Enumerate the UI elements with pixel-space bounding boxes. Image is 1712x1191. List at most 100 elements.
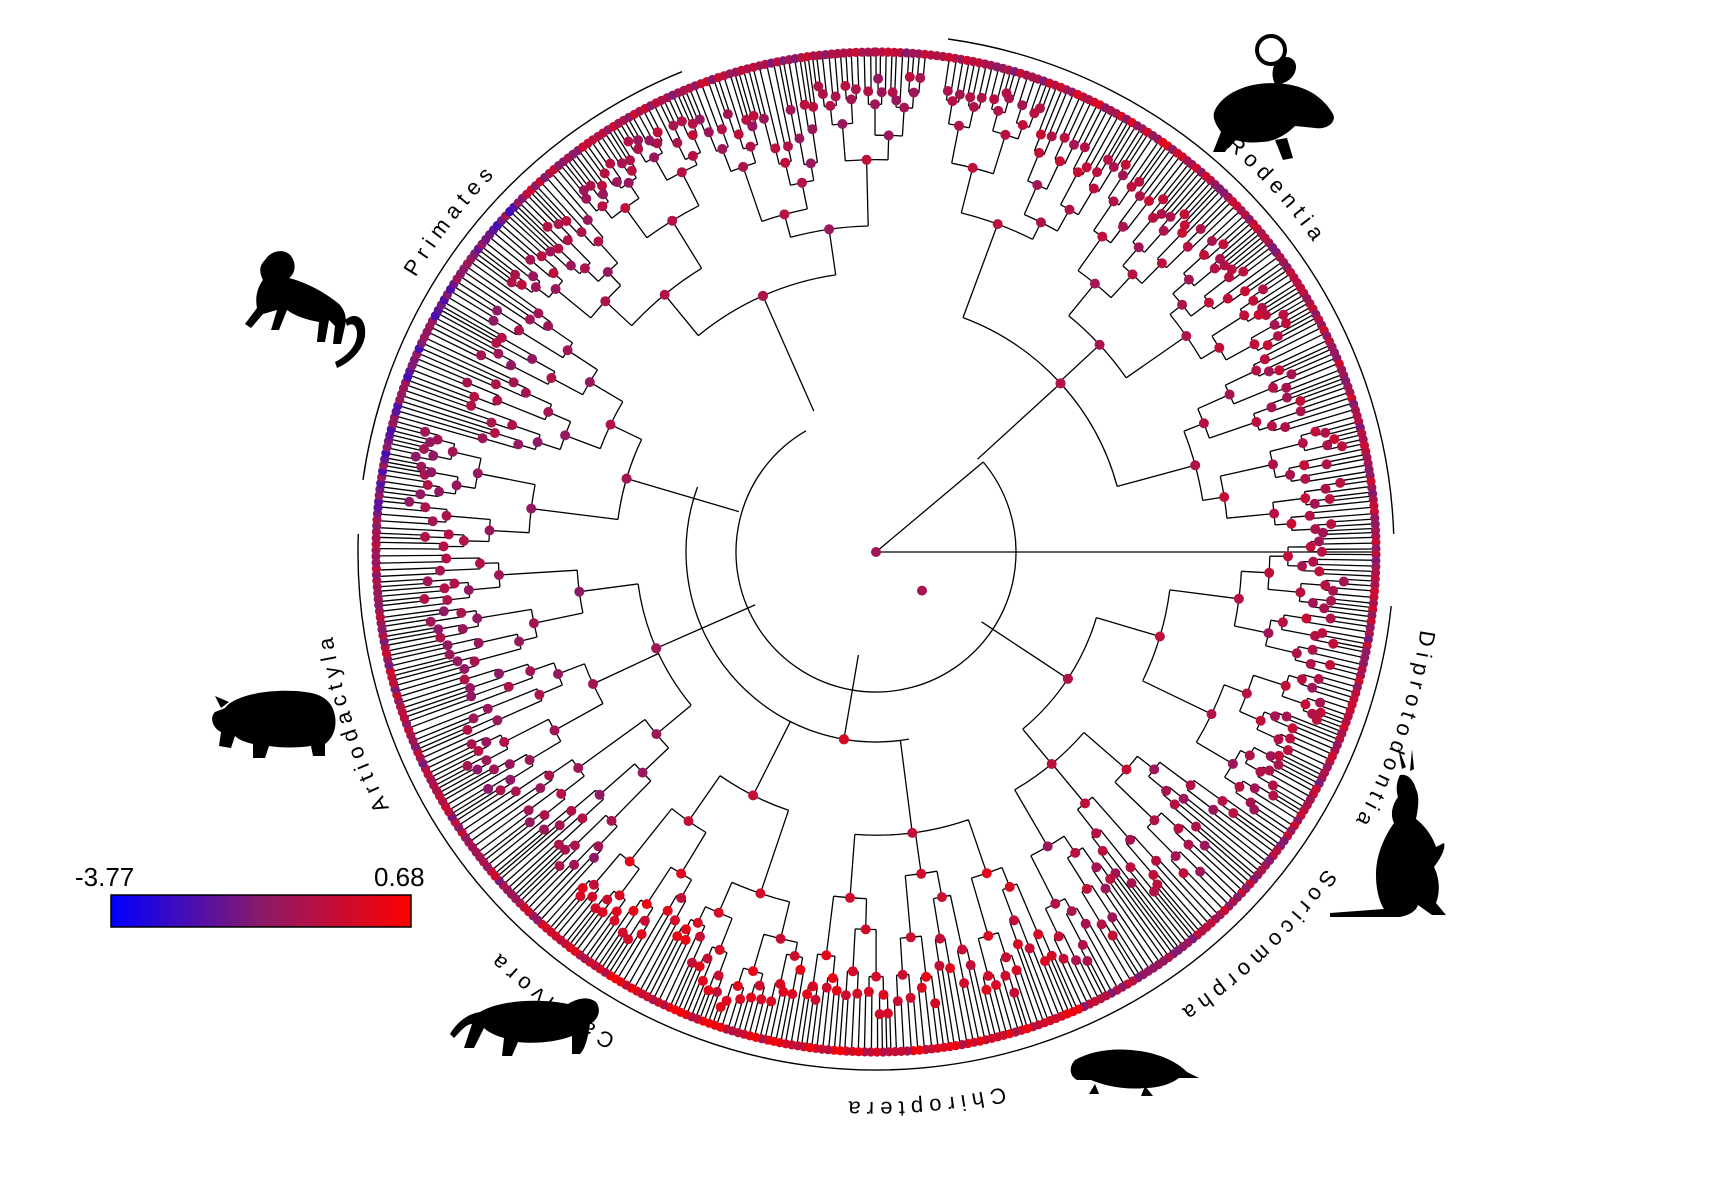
node-point [1265,751,1276,762]
node-point [840,81,851,91]
node-point [983,930,994,941]
node-point [510,269,520,280]
node-point [747,121,758,132]
node-point [861,154,872,165]
node-point [692,917,703,928]
node-point [560,430,571,441]
node-point [935,933,945,944]
node-point [1011,965,1022,976]
node-point [1191,821,1201,832]
node-point [546,373,557,383]
node-point [1000,970,1011,981]
node-point [420,531,431,542]
node-point [1206,709,1217,720]
node-point [662,905,673,916]
node-point [588,679,598,689]
node-point [1118,170,1128,181]
node-point [1281,318,1291,329]
node-point [495,785,506,796]
node-point [569,859,580,870]
node-point [713,907,724,918]
node-point [1154,631,1165,642]
node-point [713,970,724,981]
node-point [1260,310,1271,321]
node-point [550,284,561,294]
node-point [672,137,683,148]
node-point [587,891,598,902]
node-point [1108,196,1119,207]
node-point [780,157,791,168]
node-point [415,489,426,500]
node-point [1009,915,1019,926]
clade-arc [698,999,1136,1071]
node-point [1263,628,1274,639]
node-point [981,984,992,995]
node-point [524,817,535,828]
node-point [1269,319,1280,330]
node-point [746,992,757,1003]
node-point [508,377,519,388]
node-point [694,961,705,972]
node-point [466,691,477,702]
node-point [1300,493,1311,504]
node-point [1040,956,1050,967]
node-point [465,683,476,693]
node-point [620,203,631,213]
node-point [1050,898,1061,909]
kangaroo-icon [1330,747,1446,917]
node-point [527,354,538,364]
node-point [1278,309,1289,320]
node-point [449,578,460,589]
node-point [626,165,637,176]
node-point [553,219,564,230]
node-point [1219,260,1230,271]
node-point [490,379,501,390]
node-point [794,133,805,144]
node-point [1269,508,1280,519]
node-point [1244,750,1255,761]
node-point [523,805,534,816]
node-point [1325,660,1336,670]
node-point [1195,224,1206,234]
node-point [520,387,531,398]
node-point [530,282,541,293]
node-point [758,113,769,124]
node-point [1310,426,1321,437]
node-point [797,177,807,188]
node-point [907,827,918,838]
node-point [1004,881,1015,892]
node-point [483,783,494,794]
node-point [676,893,687,903]
node-point [472,468,483,479]
node-point [441,553,452,564]
node-point [576,227,587,238]
node-point [1055,378,1066,389]
node-point [810,994,821,1005]
node-point [1273,734,1284,745]
node-point [1281,711,1292,722]
node-point [1274,365,1285,376]
node-point [775,978,786,989]
node-point [1308,556,1319,567]
node-point [965,92,976,103]
tiger-icon [450,998,599,1056]
node-point [1149,764,1160,775]
node-point [991,980,1001,990]
node-point [1268,382,1278,393]
node-point [1107,930,1118,941]
node-point [1053,931,1064,942]
node-point [1036,217,1046,228]
node-point [577,813,588,824]
node-point [1178,868,1189,879]
node-point [1170,851,1181,862]
node-point [593,841,604,852]
node-point [748,790,759,801]
node-point [1318,527,1328,538]
node-point [575,891,586,902]
node-point [1121,764,1132,775]
node-point [1054,156,1065,167]
node-point [1144,196,1154,206]
node-point [623,177,634,188]
node-point [954,89,965,100]
node-point [1228,808,1239,819]
